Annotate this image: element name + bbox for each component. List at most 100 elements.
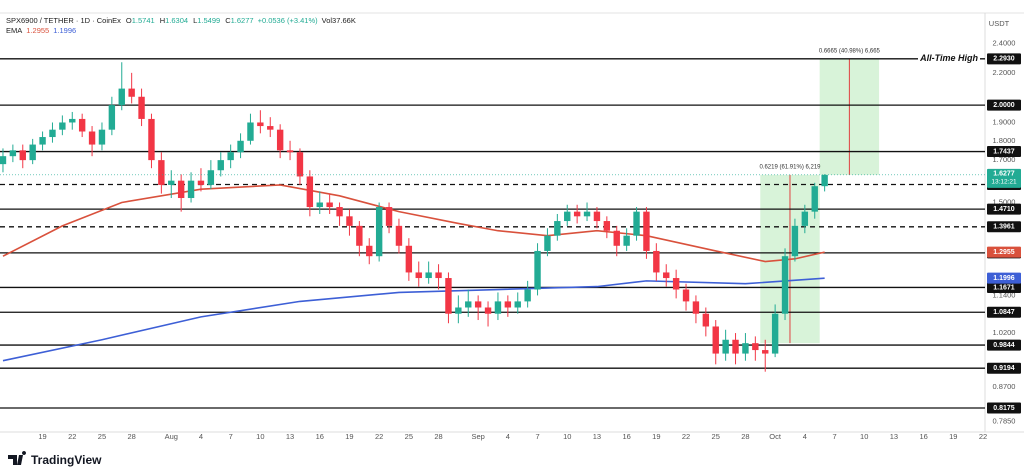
indicator-value: 1.1996 xyxy=(53,26,76,35)
candle-body xyxy=(306,176,314,208)
candle-body xyxy=(227,152,234,161)
stat-label: H xyxy=(160,16,165,25)
candle-body xyxy=(762,350,769,354)
level-label: 2.0000 xyxy=(993,102,1015,109)
candle-body xyxy=(653,250,660,273)
level-label-box xyxy=(987,99,1021,111)
candle-body xyxy=(732,339,739,354)
candle-body xyxy=(267,126,274,130)
volume: Vol37.66K xyxy=(322,16,356,25)
x-tick-label: 19 xyxy=(345,432,353,441)
candle-body xyxy=(791,225,799,257)
x-tick-label: 22 xyxy=(979,432,987,441)
y-tick-label: 1.7000 xyxy=(993,155,1016,164)
x-tick-label: 4 xyxy=(506,432,510,441)
ema-line xyxy=(2,277,825,362)
measure-label: 0.6665 (40.98%) 6,665 xyxy=(819,48,881,54)
stat-label: L xyxy=(193,16,197,25)
candle-body xyxy=(672,278,680,290)
y-tick-label: 1.8000 xyxy=(993,136,1016,145)
candle-body xyxy=(425,272,432,279)
candle-body xyxy=(158,160,165,185)
level-label-box xyxy=(987,281,1021,293)
candle-body xyxy=(375,207,383,257)
candle-body xyxy=(177,180,185,199)
level-label: 1.7437 xyxy=(993,148,1015,155)
candle-body xyxy=(0,156,7,165)
candle-body xyxy=(9,150,17,157)
ema-label: 1.2955 xyxy=(993,249,1015,256)
candle-body xyxy=(771,313,779,354)
candle-body xyxy=(811,186,818,212)
x-tick-label: 19 xyxy=(652,432,660,441)
header: SPX6900 / TETHER · 1D · CoinEx O1.5741 H1.… xyxy=(6,16,356,25)
x-tick-label: 25 xyxy=(712,432,720,441)
ema-line xyxy=(2,184,825,263)
candle-body xyxy=(465,301,472,308)
stat-value: 1.5499 xyxy=(197,16,220,25)
candle-body xyxy=(217,160,224,171)
candle-body xyxy=(59,122,66,130)
candle-body xyxy=(98,129,106,145)
x-tick-label: 10 xyxy=(256,432,264,441)
candle-body xyxy=(366,245,373,257)
x-tick-label: Aug xyxy=(165,432,178,441)
candle-body xyxy=(504,301,512,308)
candle-body xyxy=(108,105,116,130)
x-tick-label: 7 xyxy=(832,432,836,441)
candle-body xyxy=(346,216,353,226)
x-tick-label: 16 xyxy=(919,432,927,441)
y-tick-label: 1.9000 xyxy=(993,117,1016,126)
candle-body xyxy=(326,202,333,208)
candle-body xyxy=(88,131,96,145)
candle-body xyxy=(187,180,195,199)
candle-body xyxy=(781,256,789,314)
stat-label: C xyxy=(225,16,231,25)
level-label-box xyxy=(987,203,1021,215)
level-label-box xyxy=(987,221,1021,233)
candle-body xyxy=(524,289,531,302)
candle-body xyxy=(514,301,521,308)
x-tick-label: 22 xyxy=(68,432,76,441)
candle-body xyxy=(148,118,155,161)
x-tick-label: 10 xyxy=(860,432,868,441)
ema-label-box xyxy=(987,246,1021,258)
level-label: 1.3961 xyxy=(993,224,1015,231)
candle-body xyxy=(712,326,719,354)
stat-value: 1.5741 xyxy=(132,16,155,25)
level-label: 0.9194 xyxy=(993,365,1015,372)
candle-body xyxy=(633,211,640,236)
stat-label: O xyxy=(126,16,132,25)
candle-body xyxy=(692,301,700,314)
candle-body xyxy=(801,211,809,226)
x-tick-label: 4 xyxy=(803,432,807,441)
candle-body xyxy=(534,250,541,290)
level-label-box xyxy=(987,53,1021,65)
level-label-box xyxy=(987,402,1021,414)
candle-body xyxy=(554,221,561,236)
change: +0.0536 (+3.41%) xyxy=(258,16,319,25)
candle-body xyxy=(603,221,611,231)
x-tick-label: 13 xyxy=(890,432,898,441)
x-tick-label: 7 xyxy=(229,432,233,441)
x-tick-label: 16 xyxy=(316,432,324,441)
x-tick-label: Sep xyxy=(471,432,484,441)
last-price-box xyxy=(987,168,1021,188)
x-tick-label: 13 xyxy=(286,432,294,441)
candle-body xyxy=(593,211,601,222)
candle-body xyxy=(336,207,343,217)
stat-value: 1.6277 xyxy=(231,16,254,25)
y-tick-label: 2.4000 xyxy=(993,38,1016,47)
candle-body xyxy=(296,152,304,177)
x-tick-label: 28 xyxy=(741,432,749,441)
y-tick-label: 1.1400 xyxy=(993,290,1016,299)
candle-body xyxy=(663,272,670,279)
measure-label: 0.6219 (61.91%) 6,219 xyxy=(759,164,821,170)
candle-body xyxy=(415,272,422,279)
candle-body xyxy=(623,235,630,246)
level-label-box xyxy=(987,362,1021,374)
logo-mark xyxy=(8,451,27,465)
currency: USDT xyxy=(989,19,1010,28)
x-tick-label: 16 xyxy=(622,432,630,441)
indicator-value: 1.2955 xyxy=(26,26,49,35)
